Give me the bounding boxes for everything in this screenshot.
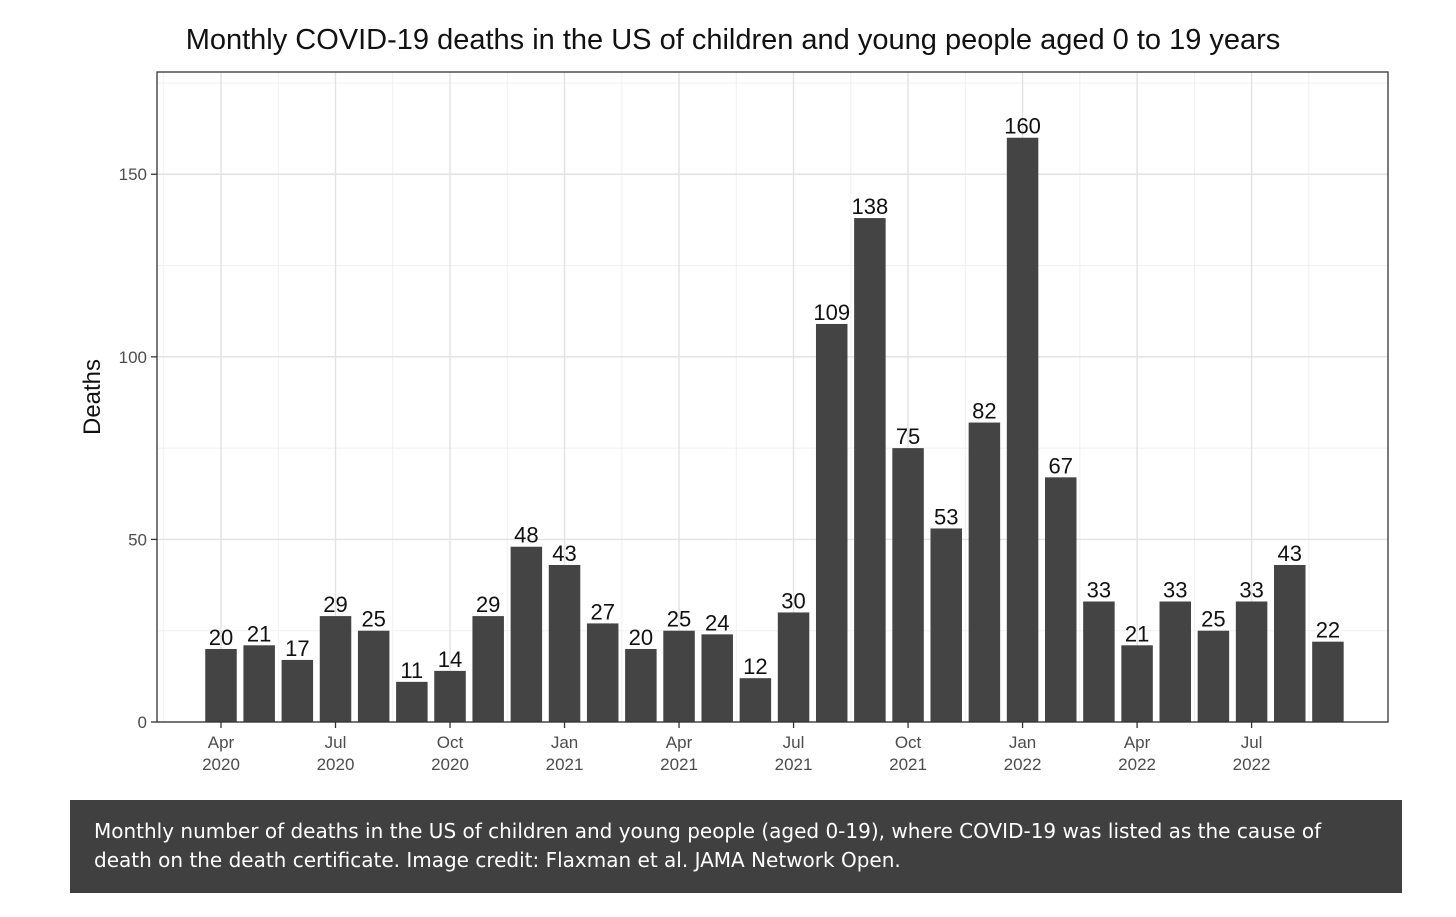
y-tick-label: 0 xyxy=(138,713,147,732)
bar-value-label: 67 xyxy=(1048,453,1072,478)
bar-value-label: 21 xyxy=(247,621,271,646)
bar-value-label: 17 xyxy=(285,636,309,661)
bar xyxy=(586,623,619,722)
bar-value-label: 53 xyxy=(934,504,958,529)
bar xyxy=(396,681,428,722)
plot-border xyxy=(156,71,1389,723)
x-axis: Apr 2020 Jul 2020 Oct 2020 Jan 2021 Apr 2021 Jul 20… xyxy=(202,722,1271,774)
bar xyxy=(1197,630,1230,722)
bar xyxy=(434,670,466,722)
bar xyxy=(968,422,1001,722)
bar-value-label: 14 xyxy=(438,647,462,672)
y-axis: 0 50 100 150 xyxy=(119,165,157,732)
bar-value-label: 22 xyxy=(1316,618,1340,643)
x-tick-label-month: Oct xyxy=(895,733,922,752)
x-tick-label-year: 2021 xyxy=(660,755,698,774)
x-tick-label-year: 2021 xyxy=(546,755,584,774)
bar xyxy=(548,564,581,722)
x-tick-label-month: Jul xyxy=(783,733,805,752)
bar-value-label: 82 xyxy=(972,399,996,424)
chart-title: Monthly COVID-19 deaths in the US of chi… xyxy=(185,24,1281,56)
bar-value-label: 160 xyxy=(1004,114,1041,139)
bar xyxy=(892,448,924,722)
bar-value-label: 29 xyxy=(476,592,500,617)
bar-value-label: 25 xyxy=(361,607,385,632)
bar xyxy=(1312,641,1344,722)
bar xyxy=(1006,137,1039,722)
bar-value-label: 25 xyxy=(667,607,691,632)
x-tick-label-month: Jan xyxy=(1009,733,1036,752)
bar-value-label: 138 xyxy=(852,194,889,219)
bar-value-label: 25 xyxy=(1201,607,1225,632)
bar-value-label: 11 xyxy=(400,658,423,683)
x-tick-label-year: 2020 xyxy=(317,755,355,774)
x-tick-label-month: Apr xyxy=(1124,733,1151,752)
bar-value-label: 24 xyxy=(705,610,729,635)
x-tick-label-month: Apr xyxy=(666,733,693,752)
bar-value-label: 29 xyxy=(323,592,347,617)
bar-value-label: 30 xyxy=(781,588,805,613)
bars-group xyxy=(205,137,1344,722)
bar-value-label: 43 xyxy=(552,541,576,566)
x-tick-label-month: Oct xyxy=(437,733,464,752)
bar xyxy=(1121,645,1153,722)
bar xyxy=(739,678,772,722)
bar xyxy=(510,546,543,722)
x-tick-label-year: 2022 xyxy=(1118,755,1156,774)
bar-value-label: 21 xyxy=(1125,621,1149,646)
bar-value-label: 33 xyxy=(1239,577,1263,602)
x-tick-label-month: Jul xyxy=(325,733,347,752)
bar xyxy=(625,648,657,722)
x-tick-label-month: Apr xyxy=(208,733,235,752)
bar xyxy=(854,218,886,722)
caption-text: Monthly number of deaths in the US of ch… xyxy=(94,819,1322,872)
bar xyxy=(1083,601,1115,722)
bar xyxy=(1159,601,1191,722)
bar xyxy=(815,323,848,722)
bar xyxy=(701,634,733,722)
x-tick-label-month: Jul xyxy=(1241,733,1263,752)
bar xyxy=(243,645,275,722)
x-tick-label-year: 2020 xyxy=(202,755,240,774)
x-tick-label-year: 2022 xyxy=(1004,755,1042,774)
bar xyxy=(319,616,352,722)
bar-value-label: 75 xyxy=(896,424,920,449)
bar xyxy=(1274,564,1306,722)
bar-value-label: 12 xyxy=(743,654,767,679)
bar xyxy=(205,648,237,722)
x-tick-label-year: 2022 xyxy=(1233,755,1271,774)
x-tick-label-month: Jan xyxy=(551,733,578,752)
y-axis-label: Deaths xyxy=(79,359,106,435)
x-tick-label-year: 2021 xyxy=(775,755,813,774)
y-tick-label: 50 xyxy=(128,530,147,549)
bar-value-label: 33 xyxy=(1087,577,1111,602)
caption-box: Monthly number of deaths in the US of ch… xyxy=(70,800,1402,893)
bar-labels-group: 20 21 17 29 25 11 14 29 48 43 27 20 25 24 12 30 109 138 75… xyxy=(209,114,1340,683)
bar-value-label: 33 xyxy=(1163,577,1187,602)
y-tick-label: 100 xyxy=(119,348,147,367)
bar-value-label: 109 xyxy=(813,300,850,325)
bar xyxy=(1044,477,1077,722)
bar xyxy=(281,659,314,722)
y-tick-label: 150 xyxy=(119,165,147,184)
bar xyxy=(663,630,695,722)
x-tick-label-year: 2021 xyxy=(889,755,927,774)
grid-minor xyxy=(157,72,1388,722)
bar xyxy=(777,612,810,722)
x-tick-label-year: 2020 xyxy=(431,755,469,774)
bar-value-label: 43 xyxy=(1278,541,1302,566)
bar-value-label: 27 xyxy=(590,599,614,624)
bar-value-label: 20 xyxy=(209,625,233,650)
bar xyxy=(930,528,962,722)
bar-value-label: 20 xyxy=(629,625,653,650)
bar xyxy=(1235,601,1268,722)
bar xyxy=(357,630,390,722)
bar-value-label: 48 xyxy=(514,523,538,548)
bar xyxy=(472,616,504,722)
